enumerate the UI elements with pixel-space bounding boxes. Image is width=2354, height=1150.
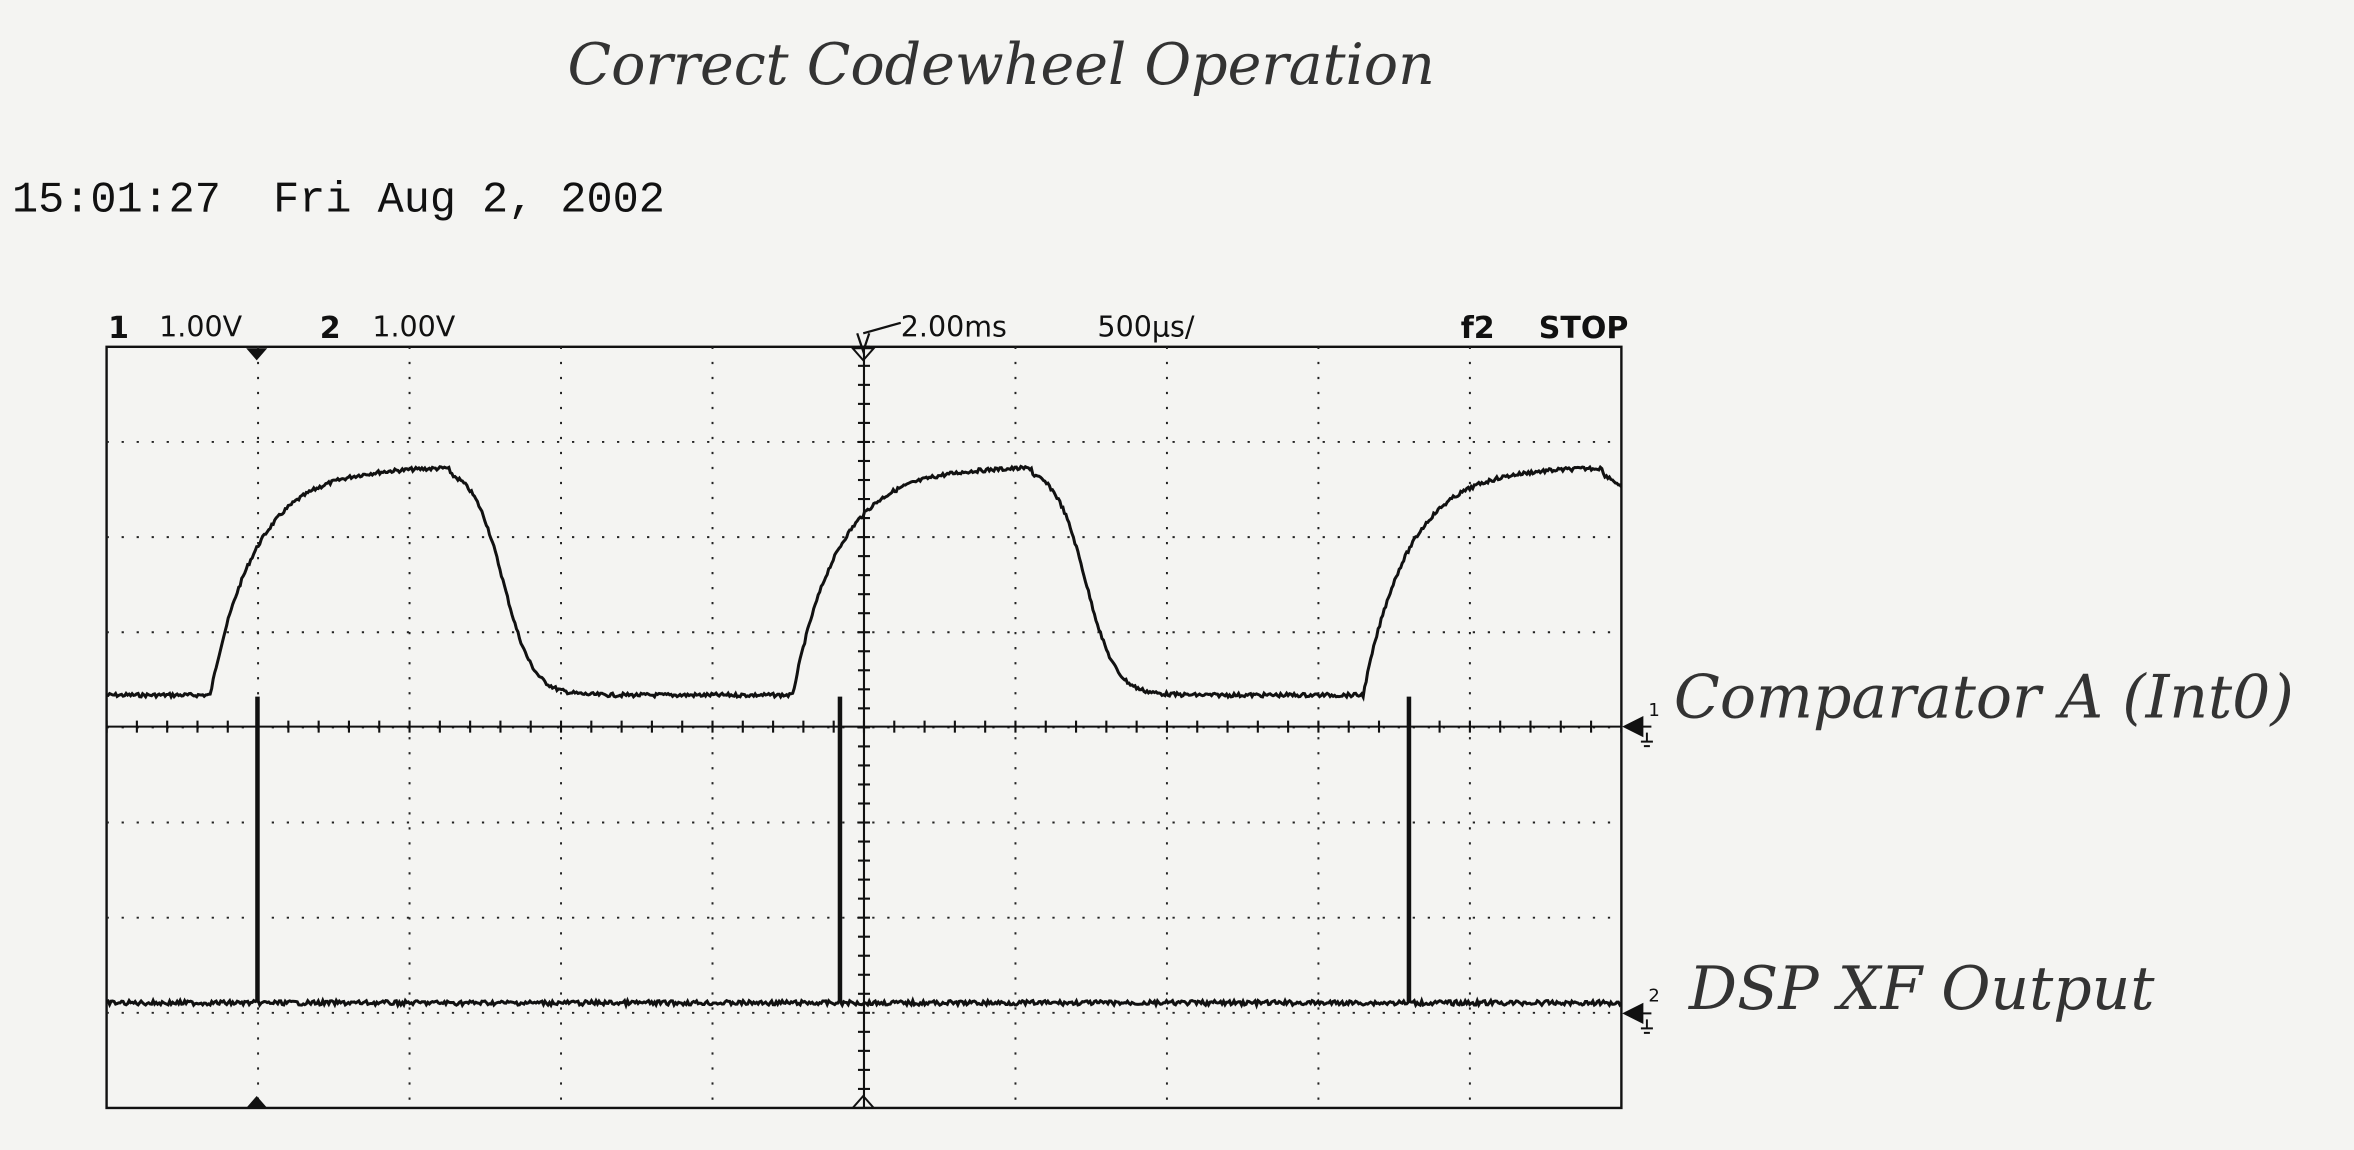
channel-scale: 1.00V [372,310,455,343]
trace-1 [106,464,1623,702]
trace-label: DSP XF Output [1688,954,2155,1024]
handwritten-title: Correct Codewheel Operation [567,32,1434,98]
trigger-source: f2 [1461,311,1495,346]
channel-number: 2 [320,311,341,346]
ground-marker [1622,716,1653,748]
ground-marker [1622,1002,1653,1034]
timestamp: 15:01:27 Fri Aug 2, 2002 [12,177,665,226]
run-status: STOP [1539,311,1629,346]
delay-position [850,347,876,1109]
delay: 2.00ms [901,310,1007,343]
trace-marker: 2 [1648,985,1659,1006]
timebase: 500µs/ [1097,310,1194,343]
graticule [105,345,1623,1110]
trace-2 [106,696,1623,1010]
channel-scale: 1.00V [159,310,242,343]
channel-number: 1 [108,311,129,346]
trace-marker: 1 [1648,700,1659,721]
trace-label: Comparator A (Int0) [1674,663,2294,733]
